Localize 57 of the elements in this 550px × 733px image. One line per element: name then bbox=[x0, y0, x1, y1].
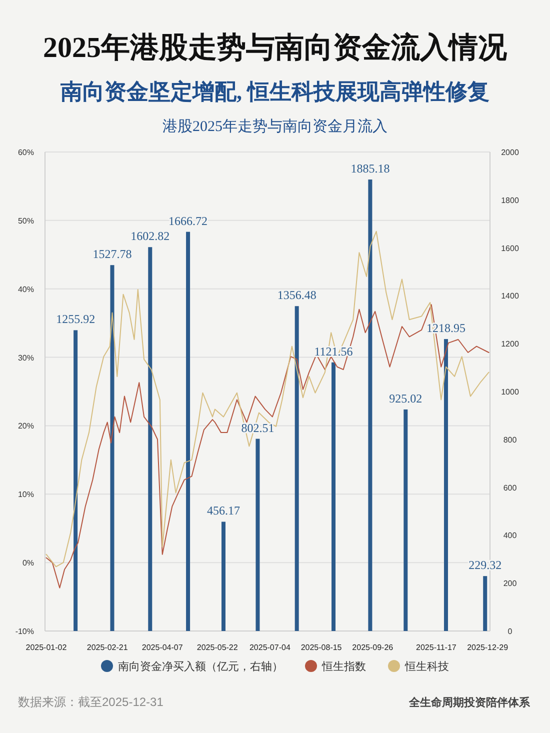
bar bbox=[332, 362, 336, 631]
x-tick-label: 2025-12-29 bbox=[467, 643, 509, 652]
legend-label: 南向资金净买入额（亿元，右轴） bbox=[118, 660, 283, 673]
bar bbox=[148, 247, 152, 631]
source-note: 数据来源：截至2025-12-31 bbox=[18, 695, 164, 709]
y2-tick-label: 1800 bbox=[501, 196, 520, 205]
x-tick-label: 2025-08-15 bbox=[300, 643, 342, 652]
y-tick-label: 0% bbox=[22, 558, 34, 568]
legend-label: 恒生指数 bbox=[321, 660, 366, 673]
y2-tick-label: 0 bbox=[508, 627, 513, 636]
x-tick-label: 2025-09-26 bbox=[352, 643, 394, 652]
legend-label: 恒生科技 bbox=[404, 660, 449, 673]
y2-tick-label: 400 bbox=[503, 531, 518, 540]
bar bbox=[483, 576, 488, 631]
y-tick-label: 30% bbox=[18, 353, 34, 362]
x-tick-label: 2025-11-17 bbox=[416, 643, 457, 652]
bar bbox=[110, 265, 114, 631]
y-tick-label: 40% bbox=[18, 284, 34, 294]
x-tick-label: 2025-01-02 bbox=[26, 643, 68, 652]
bar bbox=[74, 330, 78, 631]
y2-tick-label: 1000 bbox=[501, 388, 520, 396]
data-label: 1666.72 bbox=[168, 214, 208, 228]
data-label: 229.32 bbox=[468, 558, 502, 572]
bar bbox=[368, 180, 372, 631]
x-tick-label: 2025-04-07 bbox=[142, 643, 184, 652]
chart-subtitle: 南向资金坚定增配, 恒生科技展现高弹性修复 bbox=[60, 79, 490, 104]
data-label: 1602.82 bbox=[130, 229, 170, 244]
data-label: 1527.78 bbox=[92, 247, 132, 262]
y2-tick-label: 1400 bbox=[501, 292, 520, 301]
bar bbox=[444, 339, 448, 631]
x-tick-label: 2025-05-22 bbox=[196, 643, 238, 652]
data-label: 1885.18 bbox=[350, 162, 390, 176]
x-tick-label: 2025-07-04 bbox=[249, 643, 291, 652]
y-tick-label: 20% bbox=[18, 422, 34, 431]
bar bbox=[404, 409, 408, 631]
y2-tick-label: 1200 bbox=[501, 340, 520, 349]
text: 全生命周期投资陪伴体系 bbox=[408, 696, 531, 709]
y-tick-label: 50% bbox=[18, 216, 34, 226]
chart-title: 2025年港股走势与南向资金流入情况 bbox=[43, 31, 508, 64]
data-label: 925.02 bbox=[389, 391, 422, 406]
y2-tick-label: 600 bbox=[503, 483, 518, 492]
data-label: 1255.92 bbox=[56, 312, 96, 326]
bar bbox=[221, 522, 226, 631]
y-tick-label: -10% bbox=[15, 627, 34, 636]
y2-tick-label: 1600 bbox=[501, 244, 520, 253]
text: 港股2025年走势与南向资金月流入 bbox=[162, 118, 388, 135]
bar bbox=[294, 306, 299, 631]
x-tick-label: 2025-02-21 bbox=[86, 643, 128, 652]
data-label: 456.17 bbox=[206, 504, 240, 518]
data-label: 1356.48 bbox=[277, 288, 316, 302]
y2-tick-label: 800 bbox=[503, 435, 518, 444]
y2-tick-label: 2000 bbox=[501, 148, 520, 157]
y-tick-label: 10% bbox=[18, 490, 34, 500]
bar bbox=[256, 438, 260, 631]
bar bbox=[186, 232, 190, 631]
y-tick-label: 60% bbox=[18, 148, 34, 157]
y2-tick-label: 200 bbox=[503, 579, 518, 588]
